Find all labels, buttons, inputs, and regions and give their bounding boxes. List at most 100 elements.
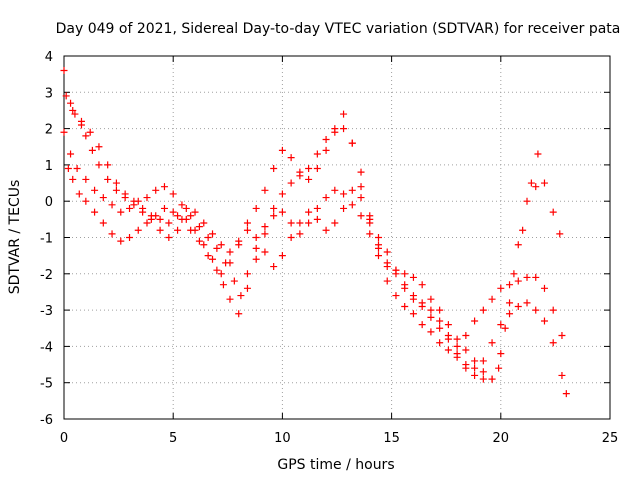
data-point [71, 110, 79, 118]
data-point [418, 302, 426, 310]
data-point [152, 212, 160, 220]
data-point [331, 125, 339, 133]
data-point [237, 292, 245, 300]
data-point [453, 353, 461, 361]
data-point [357, 168, 365, 176]
data-point [506, 299, 514, 307]
data-point [152, 186, 160, 194]
data-point [348, 186, 356, 194]
data-point [374, 241, 382, 249]
data-point [357, 194, 365, 202]
data-point [305, 175, 313, 183]
data-point [287, 179, 295, 187]
data-point [226, 295, 234, 303]
data-point [62, 92, 70, 100]
data-point [401, 302, 409, 310]
data-point [169, 190, 177, 198]
y-tick-label: -1 [40, 232, 53, 247]
data-point [331, 186, 339, 194]
y-tick-label: -4 [40, 340, 53, 355]
data-point [209, 230, 217, 238]
data-point [436, 324, 444, 332]
y-tick-label: 3 [45, 86, 53, 101]
data-point [82, 175, 90, 183]
data-point [67, 99, 75, 107]
data-point [82, 132, 90, 140]
data-point [287, 219, 295, 227]
data-point [471, 364, 479, 372]
data-point [219, 281, 227, 289]
data-point [261, 186, 269, 194]
y-tick-label: 2 [45, 123, 53, 138]
data-point [213, 244, 221, 252]
data-point [383, 277, 391, 285]
data-point [409, 295, 417, 303]
data-point [514, 241, 522, 249]
chart-title: Day 049 of 2021, Sidereal Day-to-day VTE… [56, 21, 621, 37]
data-point [278, 190, 286, 198]
data-point [243, 226, 251, 234]
data-point [497, 321, 505, 329]
data-point [436, 317, 444, 325]
data-point [331, 219, 339, 227]
data-point [374, 252, 382, 260]
data-point [340, 125, 348, 133]
data-point [99, 219, 107, 227]
data-point [174, 212, 182, 220]
data-point [453, 335, 461, 343]
y-tick-label: 4 [45, 50, 53, 65]
data-point [527, 179, 535, 187]
data-point [226, 259, 234, 267]
data-point [427, 328, 435, 336]
data-point [261, 223, 269, 231]
data-point [160, 204, 168, 212]
data-point [165, 234, 173, 241]
data-point [191, 226, 199, 234]
data-point [121, 190, 129, 198]
data-point [270, 212, 278, 220]
data-point [169, 208, 177, 216]
data-point [117, 208, 125, 216]
data-point [99, 194, 107, 202]
data-point [112, 179, 120, 187]
data-point [305, 208, 313, 216]
data-point [108, 201, 116, 209]
data-point [195, 223, 203, 231]
data-point [69, 106, 77, 114]
data-point [523, 299, 531, 307]
data-point [401, 270, 409, 278]
data-point [91, 208, 99, 216]
data-point [471, 357, 479, 365]
data-point [392, 270, 400, 278]
data-point [471, 317, 479, 325]
x-axis-label: GPS time / hours [277, 457, 394, 473]
data-point [462, 361, 470, 369]
y-tick-label: 0 [45, 195, 53, 210]
data-point [495, 364, 503, 372]
data-point [178, 201, 186, 209]
data-point [191, 208, 199, 216]
y-tick-label: -2 [40, 268, 53, 283]
data-point [296, 230, 304, 238]
data-point [126, 204, 134, 212]
data-point [305, 219, 313, 227]
data-point [444, 321, 452, 329]
data-points [60, 67, 570, 398]
data-point [95, 143, 103, 151]
data-point [126, 234, 134, 241]
data-point [112, 186, 120, 194]
data-point [287, 234, 295, 241]
data-point [261, 230, 269, 238]
data-point [305, 165, 313, 173]
data-point [252, 204, 260, 212]
data-point [235, 241, 243, 249]
data-point [235, 310, 243, 318]
data-point [532, 183, 540, 191]
data-point [427, 295, 435, 303]
data-point [67, 150, 75, 158]
data-point [479, 357, 487, 365]
data-point [217, 270, 225, 278]
data-point [357, 183, 365, 191]
data-point [108, 230, 116, 238]
